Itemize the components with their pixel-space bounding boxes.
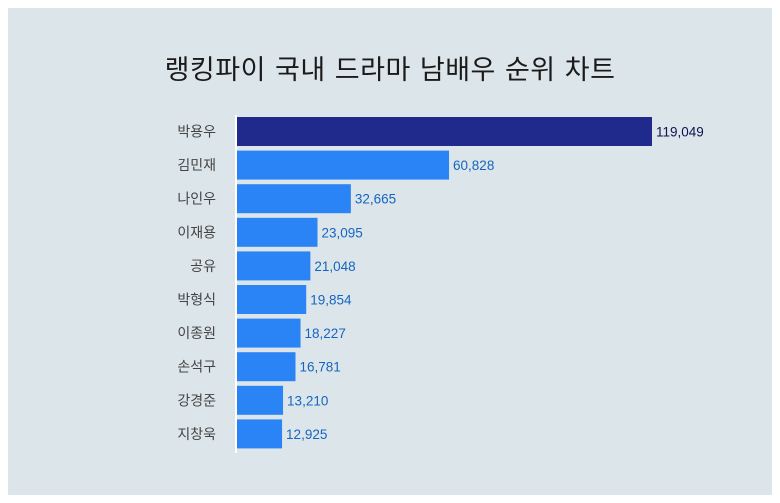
value-label: 21,048 [314, 259, 355, 274]
category-label: 지창욱 [177, 427, 216, 443]
bar-4 [237, 217, 318, 247]
bar-1 [237, 117, 652, 146]
bar-8 [237, 352, 296, 382]
category-label: 손석구 [177, 360, 216, 376]
category-label: 박형식 [177, 293, 216, 309]
category-label: 김민재 [177, 158, 216, 174]
category-label: 공유 [190, 259, 216, 275]
category-label: 나인우 [177, 192, 216, 208]
value-label: 60,828 [453, 158, 494, 173]
bar-3 [237, 184, 351, 214]
bar-7 [237, 318, 301, 348]
value-label: 32,665 [355, 192, 396, 207]
bar-9 [237, 385, 284, 415]
category-label: 이종원 [177, 326, 216, 342]
value-label: 16,781 [299, 360, 340, 375]
value-label: 119,049 [656, 125, 704, 140]
value-label: 12,925 [286, 427, 327, 442]
value-label: 19,854 [310, 293, 352, 308]
value-label: 13,210 [287, 393, 328, 408]
category-label: 이재용 [177, 225, 216, 241]
category-label: 강경준 [177, 393, 216, 409]
value-label: 23,095 [322, 225, 363, 240]
category-label: 박용우 [177, 125, 216, 141]
chart-title: 랭킹파이 국내 드라마 남배우 순위 차트 [164, 55, 616, 86]
bar-5 [237, 251, 311, 281]
value-label: 18,227 [305, 326, 346, 341]
chart-background [8, 8, 772, 495]
bar-10 [237, 419, 283, 449]
bar-6 [237, 285, 307, 314]
bar-2 [237, 150, 450, 180]
